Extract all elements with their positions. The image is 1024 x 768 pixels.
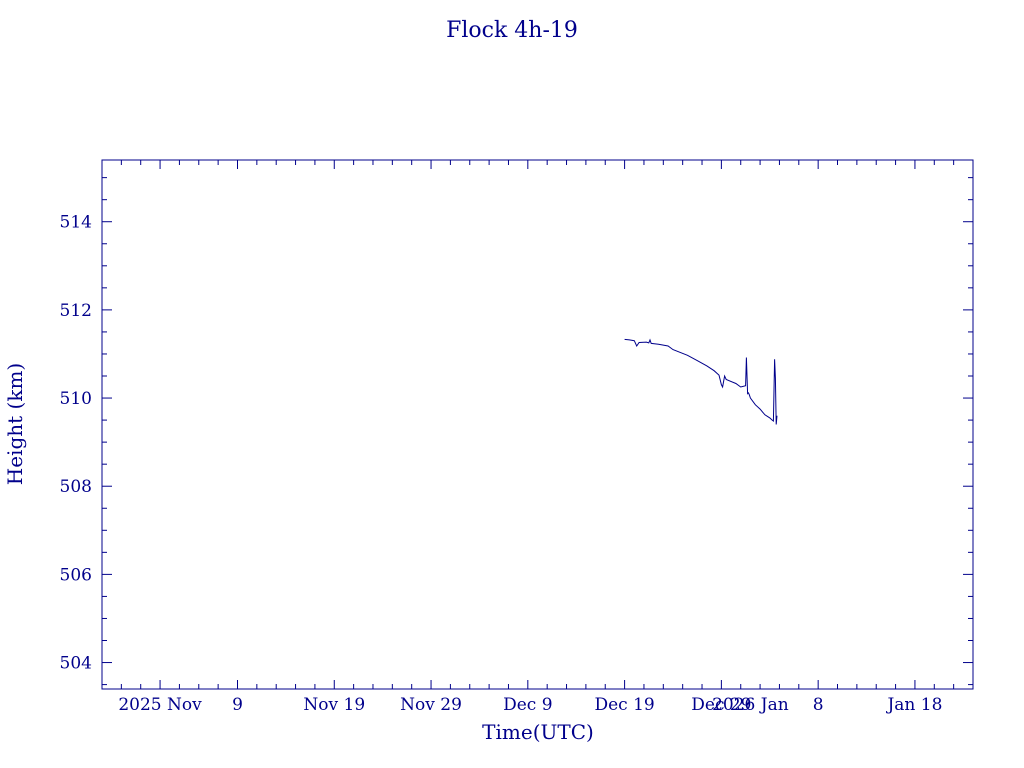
x-tick-label: Dec 9 bbox=[503, 695, 552, 715]
x-tick-label: 9 bbox=[232, 695, 243, 715]
x-tick-label: Nov 29 bbox=[400, 695, 462, 715]
x-axis-tick-labels: 2025 Nov 9 Nov 19 Nov 29 Dec 9 Dec 19 Dec 2920… bbox=[118, 695, 942, 715]
y-tick-label: 504 bbox=[60, 654, 92, 674]
series-group bbox=[624, 338, 778, 425]
y-tick-label: 510 bbox=[60, 389, 92, 409]
plot-frame bbox=[101, 159, 974, 690]
x-tick-label: 2025 Nov bbox=[118, 695, 202, 715]
x-tick-label: Nov 19 bbox=[303, 695, 365, 715]
x-tick-label: 2026 Jan bbox=[712, 695, 789, 715]
y-tick-label: 506 bbox=[60, 565, 92, 585]
series-line-0 bbox=[624, 338, 778, 425]
y-tick-label: 514 bbox=[60, 213, 92, 233]
y-axis-label: Height (km) bbox=[3, 363, 27, 485]
y-axis-tick-labels: 504 506 508 510 512 514 bbox=[60, 213, 92, 674]
y-tick-label: 508 bbox=[60, 477, 92, 497]
x-tick-label: Dec 29 bbox=[691, 695, 751, 715]
x-tick-label: 8 bbox=[813, 695, 824, 715]
chart-title: Flock 4h-19 bbox=[446, 18, 578, 43]
x-tick-label: Jan 18 bbox=[885, 695, 942, 715]
x-axis-ticks bbox=[101, 160, 974, 689]
x-axis-label: Time(UTC) bbox=[482, 720, 594, 744]
x-tick-label: Dec 19 bbox=[594, 695, 654, 715]
y-axis-ticks bbox=[102, 177, 973, 686]
y-tick-label: 512 bbox=[60, 301, 92, 321]
